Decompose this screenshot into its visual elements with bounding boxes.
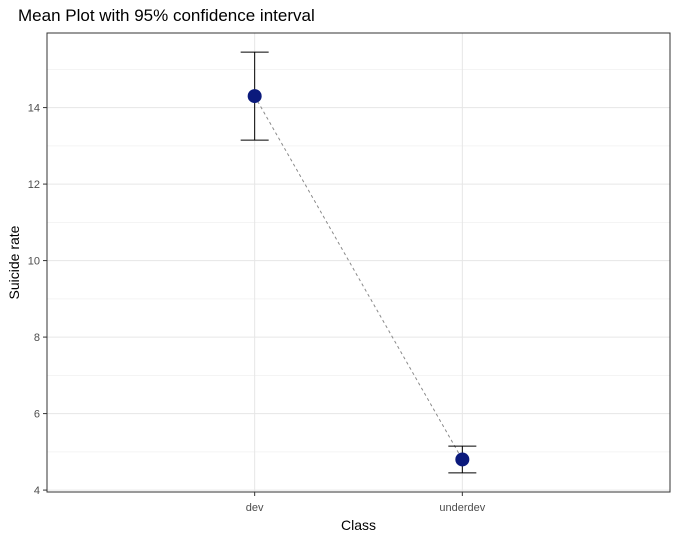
y-tick-label: 8 [34, 332, 40, 344]
mean-point-underdev [455, 452, 470, 467]
y-tick-label: 12 [28, 179, 40, 191]
y-tick-label: 14 [28, 103, 40, 115]
y-axis-title: Suicide rate [6, 225, 22, 299]
mean-connector-line [254, 95, 463, 460]
x-tick-label: dev [246, 502, 264, 514]
x-axis-title: Class [341, 517, 376, 533]
x-tick-label: underdev [439, 502, 485, 514]
y-tick-label: 10 [28, 256, 40, 268]
panel-border [46, 32, 671, 493]
chart-title: Mean Plot with 95% confidence interval [18, 6, 315, 25]
mean-point-dev [247, 89, 262, 104]
y-tick-label: 4 [34, 485, 40, 497]
y-tick-label: 6 [34, 409, 40, 421]
